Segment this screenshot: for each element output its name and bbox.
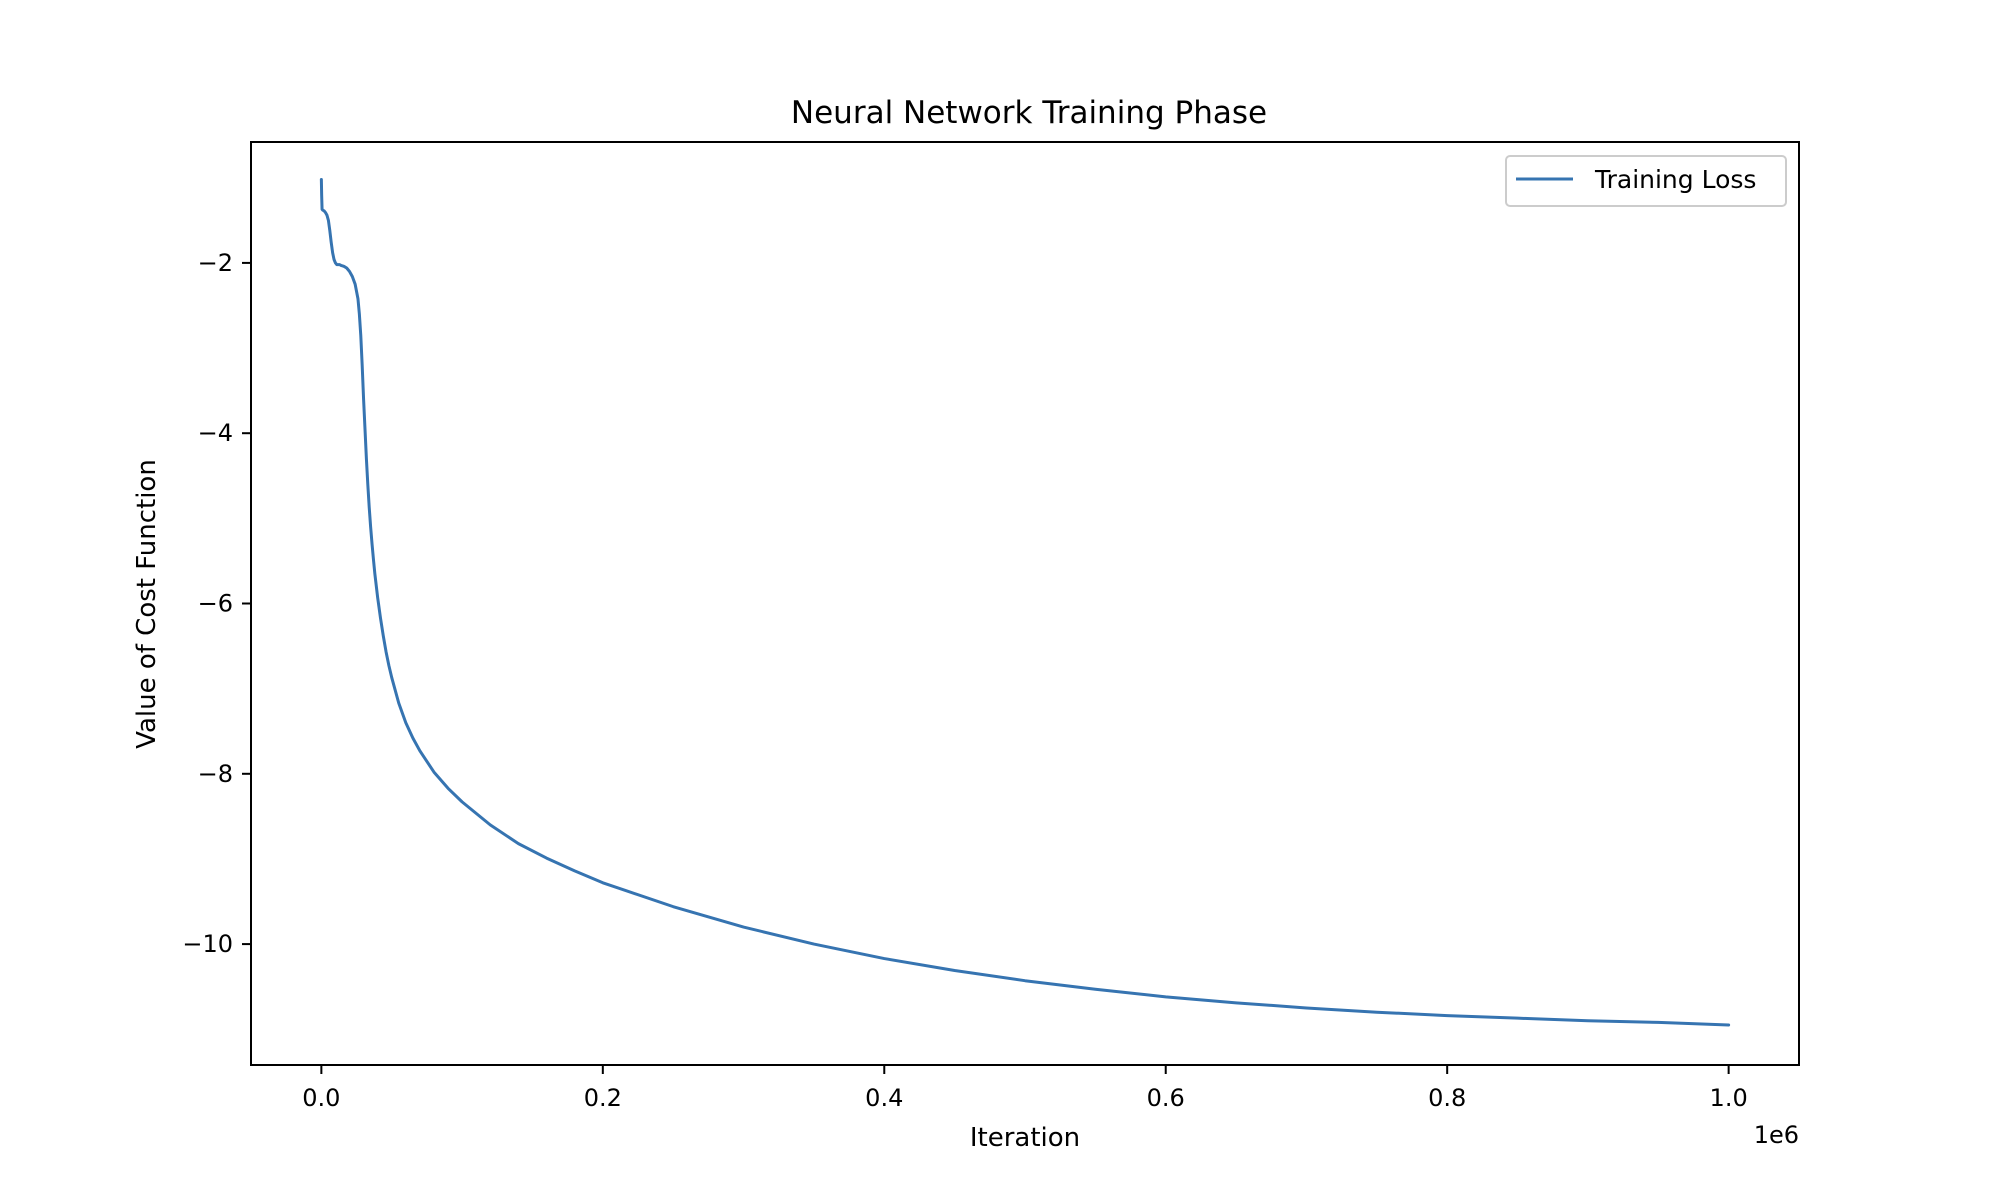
x-axis-tick-label: 1.0	[1710, 1084, 1748, 1112]
plot-area	[319, 177, 1731, 1027]
x-axis-tick-label: 0.2	[584, 1084, 622, 1112]
y-axis-tick-label: −4	[198, 419, 233, 447]
y-axis: −2 −4 −6 −8 −10	[182, 249, 251, 958]
legend-box	[1505, 155, 1787, 207]
x-axis-tick-label: 0.6	[1147, 1084, 1185, 1112]
x-axis-offset-label: 1e6	[1754, 1121, 1799, 1149]
y-axis-tick-label: −10	[182, 930, 233, 958]
y-axis-label: Value of Cost Function	[132, 459, 162, 749]
x-axis: 0.0 0.2 0.4 0.6 0.8 1.0	[302, 1065, 1748, 1112]
legend: Training Loss	[1505, 155, 1787, 207]
y-axis-tick-label: −8	[198, 760, 233, 788]
x-axis-tick-label: 0.0	[302, 1084, 340, 1112]
legend-label: Training Loss	[1594, 165, 1756, 194]
chart-title: Neural Network Training Phase	[791, 95, 1267, 131]
y-axis-tick-label: −2	[198, 249, 233, 277]
x-axis-label: Iteration	[970, 1123, 1080, 1153]
x-axis-tick-label: 0.4	[865, 1084, 903, 1112]
y-axis-tick-label: −6	[198, 590, 233, 618]
training-loss-line	[319, 177, 1731, 1027]
x-axis-tick-label: 0.8	[1428, 1084, 1466, 1112]
